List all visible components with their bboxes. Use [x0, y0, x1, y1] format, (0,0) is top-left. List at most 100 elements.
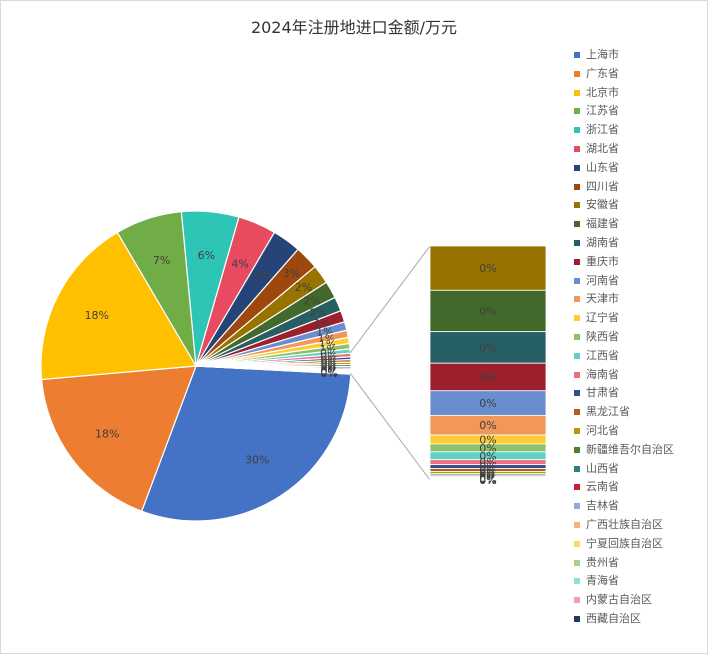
legend-swatch: [574, 239, 580, 246]
legend-swatch: [574, 127, 580, 134]
legend-swatch: [574, 89, 580, 96]
legend-label: 河北省: [586, 423, 619, 437]
legend-swatch: [574, 390, 580, 397]
legend-item: 安徽省: [574, 196, 674, 215]
legend-swatch: [574, 427, 580, 434]
legend-item: 河北省: [574, 422, 674, 441]
legend-item: 宁夏回族自治区: [574, 535, 674, 554]
legend-item: 内蒙古自治区: [574, 591, 674, 610]
legend-swatch: [574, 52, 580, 58]
legend-label: 湖北省: [586, 141, 619, 155]
slice-data-label: 7%: [153, 254, 170, 267]
legend-item: 甘肃省: [574, 384, 674, 403]
legend-item: 陕西省: [574, 328, 674, 347]
connector-lines: [349, 245, 431, 481]
segment-data-label: 0%: [479, 371, 496, 384]
segment-data-label: 0%: [479, 262, 496, 275]
legend-swatch: [574, 578, 580, 585]
legend-swatch: [574, 333, 580, 340]
slice-data-label: 2%: [303, 294, 320, 307]
legend-label: 山西省: [586, 461, 619, 475]
pie-slice: [40, 231, 197, 381]
secondary-segment: [429, 245, 547, 291]
legend-label: 贵州省: [586, 555, 619, 569]
connector-bottom: [349, 372, 431, 481]
legend-item: 黑龙江省: [574, 403, 674, 422]
legend-label: 山东省: [586, 160, 619, 174]
legend-swatch: [574, 559, 580, 566]
main-pie: 30%18%18%7% 6%4%3% 3%2%2%2%1%1%1%1%1%0%0%0…: [40, 210, 352, 522]
legend-item: 浙江省: [574, 121, 674, 140]
legend-label: 北京市: [586, 85, 619, 99]
legend-item: 江西省: [574, 347, 674, 366]
pie-slice: [140, 365, 352, 522]
legend-item: 福建省: [574, 215, 674, 234]
legend-label: 四川省: [586, 179, 619, 193]
slice-data-label: 4%: [231, 258, 248, 271]
slice-data-label: 6%: [198, 249, 215, 262]
legend-label: 湖南省: [586, 235, 619, 249]
legend-item: 湖南省: [574, 234, 674, 253]
connector-top: [349, 245, 431, 354]
secondary-bar: 0%0%0%0%0%0%0%0%0%0%0%0%0%0%0%0%0%0%0%0%…: [429, 245, 547, 487]
legend-swatch: [574, 352, 580, 359]
legend-swatch: [574, 315, 580, 322]
legend-label: 宁夏回族自治区: [586, 536, 663, 550]
legend-item: 上海市: [574, 46, 674, 65]
legend-label: 黑龙江省: [586, 405, 630, 419]
legend-swatch: [574, 446, 580, 453]
legend-swatch: [574, 465, 580, 472]
legend-label: 江西省: [586, 348, 619, 362]
legend-item: 江苏省: [574, 102, 674, 121]
legend-swatch: [574, 202, 580, 209]
legend-item: 天津市: [574, 290, 674, 309]
slice-data-label: 3%: [283, 267, 300, 280]
legend-item: 海南省: [574, 366, 674, 385]
legend-item: 吉林省: [574, 497, 674, 516]
legend-swatch: [574, 409, 580, 416]
legend-item: 山西省: [574, 460, 674, 479]
legend-label: 天津市: [586, 292, 619, 306]
legend-label: 云南省: [586, 480, 619, 494]
legend-label: 重庆市: [586, 254, 619, 268]
slice-data-label: 0%: [320, 367, 337, 380]
legend-swatch: [574, 597, 580, 604]
legend-label: 福建省: [586, 217, 619, 231]
legend-item: 广东省: [574, 65, 674, 84]
segment-data-label: 0%: [479, 474, 496, 487]
legend-item: 四川省: [574, 178, 674, 197]
legend-swatch: [574, 145, 580, 152]
legend-item: 重庆市: [574, 253, 674, 272]
legend-label: 内蒙古自治区: [586, 593, 652, 607]
chart-title: 2024年注册地进口金额/万元: [250, 18, 458, 37]
legend-swatch: [574, 371, 580, 378]
segment-data-label: 0%: [479, 434, 496, 447]
legend-label: 青海省: [586, 574, 619, 588]
legend-label: 吉林省: [586, 499, 619, 513]
legend-swatch: [574, 108, 580, 115]
legend: 上海市广东省 北京市江苏省 浙江省 湖北省山东省四川省安徽省福建省湖南省重庆市河南省天…: [574, 46, 674, 629]
legend-item: 贵州省: [574, 554, 674, 573]
legend-label: 辽宁省: [586, 311, 619, 325]
legend-label: 陕西省: [586, 329, 619, 343]
legend-swatch: [574, 70, 580, 77]
legend-label: 河南省: [586, 273, 619, 287]
legend-swatch: [574, 296, 580, 303]
slice-data-label: 2%: [309, 307, 326, 320]
legend-swatch: [574, 503, 580, 510]
legend-label: 新疆维吾尔自治区: [586, 442, 674, 456]
legend-label: 西藏自治区: [586, 611, 641, 625]
legend-item: 青海省: [574, 572, 674, 591]
legend-swatch: [574, 615, 580, 622]
legend-item: 山东省: [574, 159, 674, 178]
slice-data-label: 18%: [85, 309, 109, 322]
legend-swatch: [574, 521, 580, 528]
legend-label: 广西壮族自治区: [586, 517, 663, 531]
legend-label: 海南省: [586, 367, 619, 381]
legend-label: 上海市: [586, 48, 619, 61]
legend-swatch: [574, 183, 580, 190]
legend-swatch: [574, 258, 580, 265]
slice-data-label: 2%: [295, 281, 312, 294]
segment-data-label: 0%: [479, 397, 496, 410]
legend-item: 河南省: [574, 272, 674, 291]
